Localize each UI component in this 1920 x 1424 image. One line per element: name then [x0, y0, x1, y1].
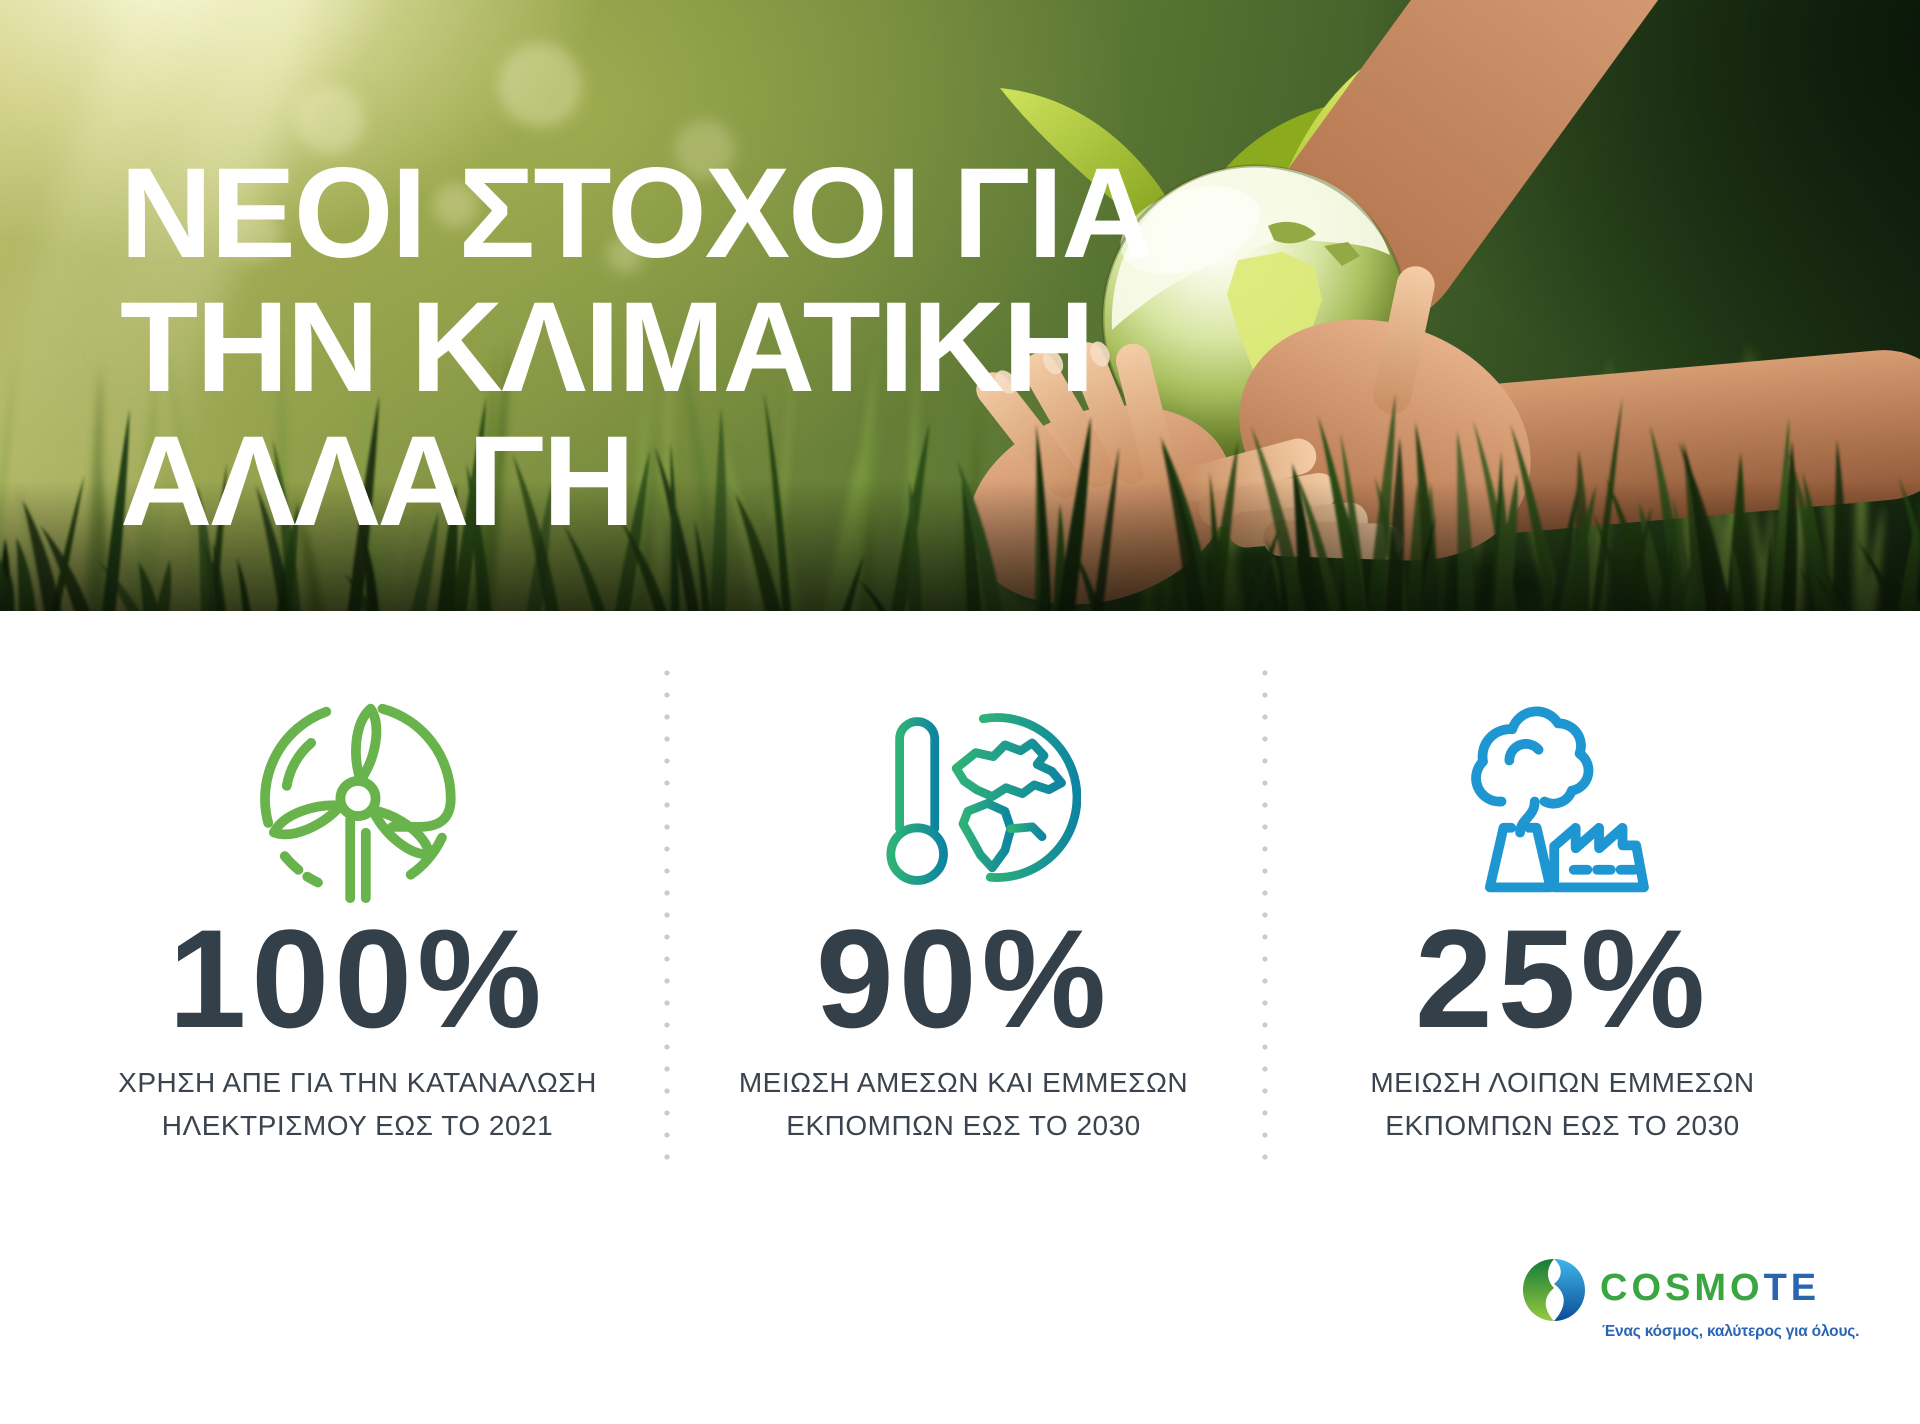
title-line: ΑΛΛΑΓΗ — [120, 410, 635, 553]
brand-tagline: Ένας κόσμος, καλύτερος για όλους. — [1602, 1323, 1860, 1340]
stat-label: ΜΕΙΩΣΗ ΑΜΕΣΩΝ ΚΑΙ ΕΜΜΕΣΩΝ ΕΚΠΟΜΠΩΝ ΕΩΣ Τ… — [738, 1067, 1189, 1141]
bokeh-lights — [229, 43, 735, 273]
cosmote-wordmark: COSMOTE — [1600, 1268, 1820, 1308]
stat-label: ΧΡΗΣΗ ΑΠΕ ΓΙΑ ΤΗΝ ΚΑΤΑΝΑΛΩΣΗ ΗΛΕΚΤΡΙΣΜΟΥ… — [118, 1067, 597, 1141]
stat-value: 100% — [168, 900, 547, 1057]
page-title: ΝΕΟΙ ΣΤΟΧΟΙ ΓΙΑ ΤΗΝ ΚΛΙΜΑΤΙΚΗ ΑΛΛΑΓΗ — [120, 142, 1154, 553]
wordmark-green-part: COSMO — [1600, 1267, 1764, 1309]
stat-icon-box — [45, 695, 670, 905]
stat-label: ΜΕΙΩΣΗ ΛΟΙΠΩΝ ΕΜΜΕΣΩΝ ΕΚΠΟΜΠΩΝ ΕΩΣ ΤΟ 20… — [1370, 1067, 1755, 1141]
cosmote-sphere-icon — [1523, 1259, 1585, 1321]
title-line: ΝΕΟΙ ΣΤΟΧΟΙ ΓΙΑ — [120, 142, 1154, 285]
dotted-divider — [1262, 670, 1268, 1170]
thermometer-globe-icon — [852, 713, 1081, 885]
stat-value: 25% — [1414, 900, 1711, 1057]
wind-turbine-icon — [259, 703, 456, 903]
hero-shade — [0, 481, 1920, 611]
title-line: ΤΗΝ ΚΛΙΜΑΤΙΚΗ — [120, 276, 1095, 419]
stat-value: 90% — [815, 900, 1112, 1057]
hero-banner: ΝΕΟΙ ΣΤΟΧΟΙ ΓΙΑ ΤΗΝ ΚΛΙΜΑΤΙΚΗ ΑΛΛΑΓΗ — [0, 0, 1920, 611]
stat-icon-box — [1265, 695, 1860, 905]
stats-section: 100% ΧΡΗΣΗ ΑΠΕ ΓΙΑ ΤΗΝ ΚΑΤΑΝΑΛΩΣΗ ΗΛΕΚΤΡ… — [0, 611, 1920, 1424]
forearm-upper — [1267, 0, 1773, 331]
factory-emissions-icon — [1470, 706, 1649, 893]
wordmark-blue-part: TE — [1763, 1267, 1821, 1309]
dotted-divider — [664, 670, 670, 1170]
stat-icon-box — [667, 695, 1260, 905]
stat-direct-indirect-emissions: 90% ΜΕΙΩΣΗ ΑΜΕΣΩΝ ΚΑΙ ΕΜΜΕΣΩΝ ΕΚΠΟΜΠΩΝ Ε… — [667, 611, 1260, 1147]
stat-other-indirect-emissions: 25% ΜΕΙΩΣΗ ΛΟΙΠΩΝ ΕΜΜΕΣΩΝ ΕΚΠΟΜΠΩΝ ΕΩΣ Τ… — [1265, 611, 1860, 1147]
stat-renewable-energy: 100% ΧΡΗΣΗ ΑΠΕ ΓΙΑ ΤΗΝ ΚΑΤΑΝΑΛΩΣΗ ΗΛΕΚΤΡ… — [45, 611, 670, 1147]
